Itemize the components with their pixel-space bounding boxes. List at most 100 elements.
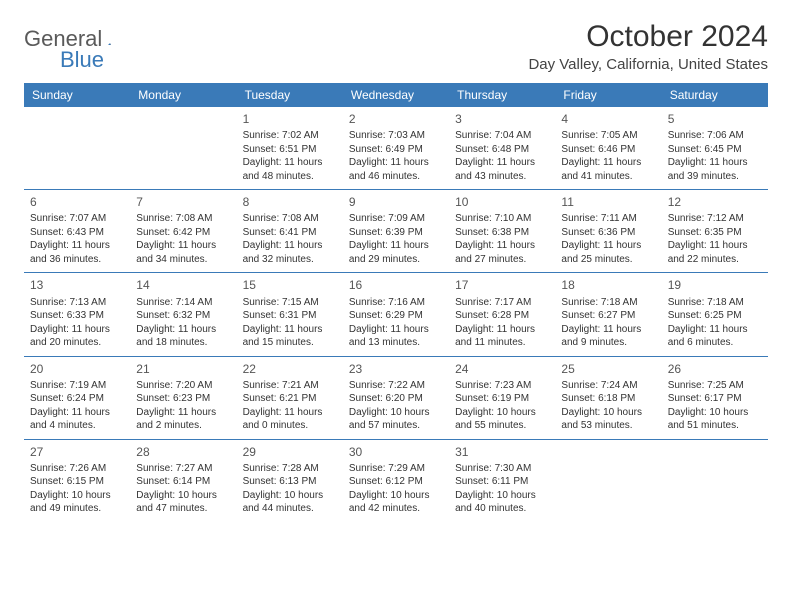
calendar-empty-cell — [130, 107, 236, 190]
daylight-text: Daylight: 11 hours — [668, 239, 762, 253]
daylight-text: Daylight: 11 hours — [668, 156, 762, 170]
day-number: 20 — [30, 361, 124, 377]
daylight-text: and 48 minutes. — [243, 170, 337, 184]
sunrise-text: Sunrise: 7:26 AM — [30, 462, 124, 476]
sunrise-text: Sunrise: 7:06 AM — [668, 129, 762, 143]
calendar-day-cell: 15Sunrise: 7:15 AMSunset: 6:31 PMDayligh… — [237, 273, 343, 356]
daylight-text: Daylight: 11 hours — [561, 323, 655, 337]
sunset-text: Sunset: 6:25 PM — [668, 309, 762, 323]
daylight-text: and 51 minutes. — [668, 419, 762, 433]
sunset-text: Sunset: 6:49 PM — [349, 143, 443, 157]
sunset-text: Sunset: 6:29 PM — [349, 309, 443, 323]
calendar-week-row: 1Sunrise: 7:02 AMSunset: 6:51 PMDaylight… — [24, 107, 768, 190]
daylight-text: Daylight: 11 hours — [455, 323, 549, 337]
daylight-text: Daylight: 11 hours — [561, 239, 655, 253]
daylight-text: Daylight: 11 hours — [136, 239, 230, 253]
logo-triangle-icon — [108, 32, 111, 46]
sunset-text: Sunset: 6:41 PM — [243, 226, 337, 240]
calendar-day-cell: 7Sunrise: 7:08 AMSunset: 6:42 PMDaylight… — [130, 190, 236, 273]
day-number: 1 — [243, 111, 337, 127]
calendar-day-cell: 11Sunrise: 7:11 AMSunset: 6:36 PMDayligh… — [555, 190, 661, 273]
daylight-text: and 13 minutes. — [349, 336, 443, 350]
sunset-text: Sunset: 6:20 PM — [349, 392, 443, 406]
day-number: 16 — [349, 277, 443, 293]
day-number: 23 — [349, 361, 443, 377]
weekday-header: Monday — [130, 83, 236, 107]
daylight-text: and 11 minutes. — [455, 336, 549, 350]
day-number: 26 — [668, 361, 762, 377]
calendar-day-cell: 6Sunrise: 7:07 AMSunset: 6:43 PMDaylight… — [24, 190, 130, 273]
daylight-text: Daylight: 11 hours — [349, 156, 443, 170]
day-number: 19 — [668, 277, 762, 293]
calendar-day-cell: 24Sunrise: 7:23 AMSunset: 6:19 PMDayligh… — [449, 356, 555, 439]
calendar-day-cell: 10Sunrise: 7:10 AMSunset: 6:38 PMDayligh… — [449, 190, 555, 273]
sunrise-text: Sunrise: 7:09 AM — [349, 212, 443, 226]
month-title: October 2024 — [528, 20, 768, 54]
sunrise-text: Sunrise: 7:17 AM — [455, 296, 549, 310]
daylight-text: Daylight: 10 hours — [349, 489, 443, 503]
sunrise-text: Sunrise: 7:02 AM — [243, 129, 337, 143]
sunrise-text: Sunrise: 7:28 AM — [243, 462, 337, 476]
daylight-text: and 27 minutes. — [455, 253, 549, 267]
sunset-text: Sunset: 6:12 PM — [349, 475, 443, 489]
day-number: 13 — [30, 277, 124, 293]
daylight-text: and 41 minutes. — [561, 170, 655, 184]
calendar-day-cell: 3Sunrise: 7:04 AMSunset: 6:48 PMDaylight… — [449, 107, 555, 190]
calendar-day-cell: 28Sunrise: 7:27 AMSunset: 6:14 PMDayligh… — [130, 439, 236, 522]
sunset-text: Sunset: 6:32 PM — [136, 309, 230, 323]
calendar-table: Sunday Monday Tuesday Wednesday Thursday… — [24, 83, 768, 522]
daylight-text: and 47 minutes. — [136, 502, 230, 516]
day-number: 14 — [136, 277, 230, 293]
daylight-text: and 55 minutes. — [455, 419, 549, 433]
daylight-text: Daylight: 11 hours — [243, 406, 337, 420]
day-number: 29 — [243, 444, 337, 460]
daylight-text: Daylight: 11 hours — [349, 323, 443, 337]
day-number: 25 — [561, 361, 655, 377]
calendar-empty-cell — [24, 107, 130, 190]
day-number: 8 — [243, 194, 337, 210]
day-number: 31 — [455, 444, 549, 460]
daylight-text: Daylight: 11 hours — [243, 239, 337, 253]
day-number: 17 — [455, 277, 549, 293]
sunrise-text: Sunrise: 7:10 AM — [455, 212, 549, 226]
sunrise-text: Sunrise: 7:13 AM — [30, 296, 124, 310]
daylight-text: Daylight: 11 hours — [243, 156, 337, 170]
daylight-text: Daylight: 10 hours — [30, 489, 124, 503]
day-number: 28 — [136, 444, 230, 460]
daylight-text: and 20 minutes. — [30, 336, 124, 350]
weekday-header: Saturday — [662, 83, 768, 107]
day-number: 2 — [349, 111, 443, 127]
sunset-text: Sunset: 6:51 PM — [243, 143, 337, 157]
day-number: 6 — [30, 194, 124, 210]
sunrise-text: Sunrise: 7:18 AM — [668, 296, 762, 310]
calendar-day-cell: 9Sunrise: 7:09 AMSunset: 6:39 PMDaylight… — [343, 190, 449, 273]
sunrise-text: Sunrise: 7:03 AM — [349, 129, 443, 143]
sunrise-text: Sunrise: 7:11 AM — [561, 212, 655, 226]
daylight-text: and 39 minutes. — [668, 170, 762, 184]
weekday-header: Wednesday — [343, 83, 449, 107]
sunrise-text: Sunrise: 7:29 AM — [349, 462, 443, 476]
daylight-text: and 49 minutes. — [30, 502, 124, 516]
calendar-day-cell: 2 Sunrise: 7:03 AMSunset: 6:49 PMDaylight… — [343, 107, 449, 190]
day-number: 30 — [349, 444, 443, 460]
calendar-day-cell: 21Sunrise: 7:20 AMSunset: 6:23 PMDayligh… — [130, 356, 236, 439]
calendar-day-cell: 16Sunrise: 7:16 AMSunset: 6:29 PMDayligh… — [343, 273, 449, 356]
sunset-text: Sunset: 6:15 PM — [30, 475, 124, 489]
daylight-text: Daylight: 10 hours — [455, 489, 549, 503]
sunset-text: Sunset: 6:42 PM — [136, 226, 230, 240]
calendar-day-cell: 1 Sunrise: 7:02 AMSunset: 6:51 PMDaylight… — [237, 107, 343, 190]
weekday-header: Tuesday — [237, 83, 343, 107]
daylight-text: and 25 minutes. — [561, 253, 655, 267]
sunset-text: Sunset: 6:46 PM — [561, 143, 655, 157]
sunrise-text: Sunrise: 7:14 AM — [136, 296, 230, 310]
sunset-text: Sunset: 6:45 PM — [668, 143, 762, 157]
sunrise-text: Sunrise: 7:23 AM — [455, 379, 549, 393]
daylight-text: Daylight: 11 hours — [30, 406, 124, 420]
daylight-text: and 15 minutes. — [243, 336, 337, 350]
daylight-text: Daylight: 10 hours — [455, 406, 549, 420]
day-number: 24 — [455, 361, 549, 377]
daylight-text: and 0 minutes. — [243, 419, 337, 433]
day-number: 12 — [668, 194, 762, 210]
calendar-day-cell: 18Sunrise: 7:18 AMSunset: 6:27 PMDayligh… — [555, 273, 661, 356]
calendar-day-cell: 27Sunrise: 7:26 AMSunset: 6:15 PMDayligh… — [24, 439, 130, 522]
